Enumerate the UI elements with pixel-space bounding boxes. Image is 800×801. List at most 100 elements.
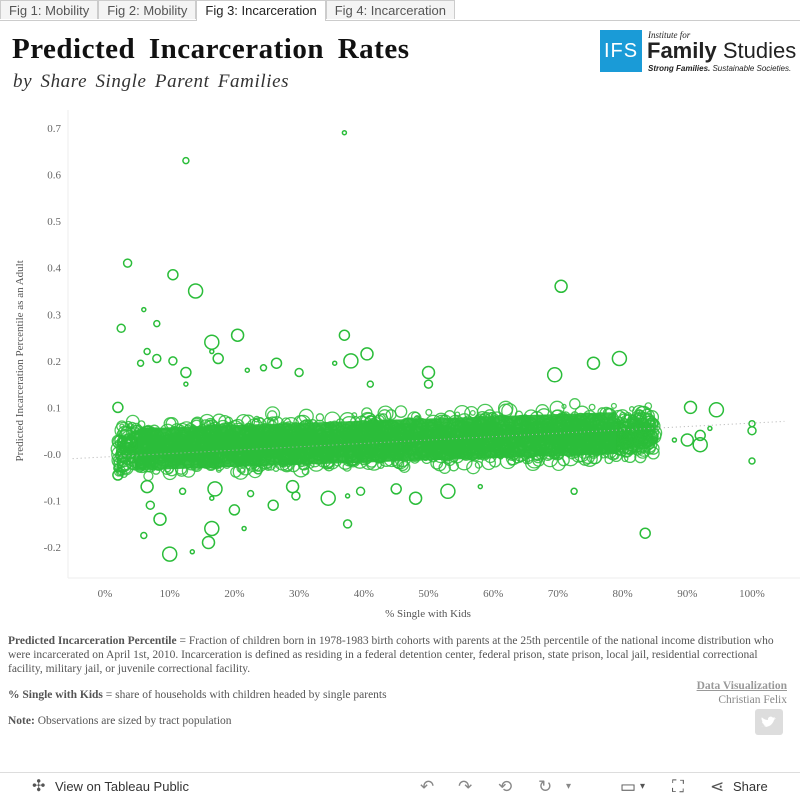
logo-tag-rest: Sustainable Societies. [712,64,792,73]
scatter-point [152,353,162,364]
scatter-point [246,489,255,498]
scatter-point [167,268,179,281]
refresh-icon[interactable]: ↻ [538,777,553,796]
dropdown-chevron-icon[interactable]: ▾ [640,781,646,792]
scatter-point [209,348,215,355]
band-point [118,428,131,441]
scatter-point [116,323,126,334]
scatter-point [241,525,247,532]
scatter-point [168,356,178,366]
scatter-point [182,156,190,165]
tab-fig1-mobility[interactable]: Fig 1: Mobility [0,0,99,19]
chart-labels: 0.7 0.6 0.5 0.4 0.3 0.2 0.1 -0.0 -0.1 -0.2 0% 10% 20… [14,123,765,620]
tab-fig3-incarceration[interactable]: Fig 3: Incarceration [196,0,326,21]
view-on-tableau-link[interactable]: View on Tableau Public [55,779,189,794]
band-point [121,429,137,445]
logo-studies: Studies [722,38,797,63]
band-point [618,438,634,455]
redo-icon[interactable]: ↷ [458,777,473,796]
band-point [116,453,134,471]
logo-tagline: Strong Families. Sustainable Societies. [648,64,791,73]
band-point [588,403,596,411]
note-text-size: Observations are sized by tract populati… [34,715,232,727]
scatter-point [153,319,161,328]
scatter-point [189,549,196,555]
share-icon[interactable]: ⋖ [710,777,725,796]
band-point [425,408,433,416]
scatter-point [112,469,124,481]
scatter-point [331,360,338,366]
tableau-toolbar: ✣ View on Tableau Public ↶ ↷ ⟲ ↻ ▾ ▭ ▾ ⛶… [0,772,800,801]
share-button[interactable]: Share [733,779,768,794]
tab-fig2-mobility[interactable]: Fig 2: Mobility [98,0,197,19]
x-tick-label: 80% [613,588,633,600]
x-tick-label: 20% [224,588,244,600]
band-point [127,423,135,430]
x-tick-label: 100% [739,588,765,600]
ifs-logo-mark: IFS [600,30,642,72]
x-tick-label: 0% [98,588,113,600]
twitter-icon[interactable] [755,709,783,735]
x-tick-label: 90% [677,588,697,600]
band-point [253,415,261,423]
y-tick-label: 0.1 [47,402,61,414]
undo-icon[interactable]: ↶ [420,777,435,796]
page-title: Predicted Incarceration Rates [12,33,410,65]
scatter-point [360,347,374,361]
scatter-point [161,546,178,562]
credit-link[interactable]: Data Visualization [696,680,787,692]
scatter-point [178,487,187,496]
scatter-point [113,463,123,473]
ifs-logo[interactable]: IFS Institute for Family Studies Strong … [600,30,797,74]
band-point [398,460,411,473]
logo-tag-bold: Strong Families. [648,64,711,73]
note-term-incarceration: Predicted Incarceration Percentile [8,635,177,647]
band-point [635,405,653,423]
scatter-point [477,483,484,490]
scatter-point [207,481,223,497]
scatter-point [285,479,300,494]
y-tick-label: -0.0 [44,449,62,461]
scatter-point [343,353,359,369]
scatter-point [570,487,578,496]
note-term-note: Note: [8,715,35,727]
y-axis-title: Predicted Incarceration Percentile as an… [14,260,26,461]
x-tick-label: 50% [418,588,438,600]
scatter-point [209,495,215,501]
scatter-point [204,334,220,350]
comment-icon[interactable]: ▭ [620,777,637,796]
scatter-point [212,352,224,365]
dense-point-band [110,398,663,482]
band-point [125,427,136,438]
x-axis-title: % Single with Kids [385,608,471,620]
fullscreen-icon[interactable]: ⛶ [672,777,684,796]
band-point [474,460,483,469]
band-point [627,432,634,438]
scatter-point [267,499,279,511]
scatter-point [320,490,336,506]
x-tick-label: 60% [483,588,503,600]
band-point [125,457,138,470]
band-point [265,406,281,422]
scatter-point [143,347,151,356]
band-point [628,406,635,412]
revert-icon[interactable]: ⟲ [498,777,513,796]
scatter-point [180,366,192,379]
scatter-point [344,493,351,499]
band-point [143,470,154,482]
scatter-chart[interactable]: 0.7 0.6 0.5 0.4 0.3 0.2 0.1 -0.0 -0.1 -0.2 0% 10% 20… [0,100,800,625]
pause-icon[interactable]: ▾ [566,781,572,792]
note-text-single: = share of households with children head… [102,689,387,701]
band-point [641,415,655,429]
scatter-point [421,365,436,380]
note-text-incarceration: = Fraction of children born in 1978-1983… [8,635,774,675]
page-subtitle: by Share Single Parent Families [13,71,290,92]
band-point [454,411,461,417]
band-point [469,409,476,416]
tab-bar: Fig 1: Mobility Fig 2: Mobility Fig 3: I… [0,0,800,21]
tab-fig4-incarceration[interactable]: Fig 4: Incarceration [325,0,455,19]
y-tick-label: 0.7 [47,123,61,135]
y-tick-label: 0.6 [47,170,61,182]
band-point [119,469,128,479]
chart-axes [67,110,800,579]
